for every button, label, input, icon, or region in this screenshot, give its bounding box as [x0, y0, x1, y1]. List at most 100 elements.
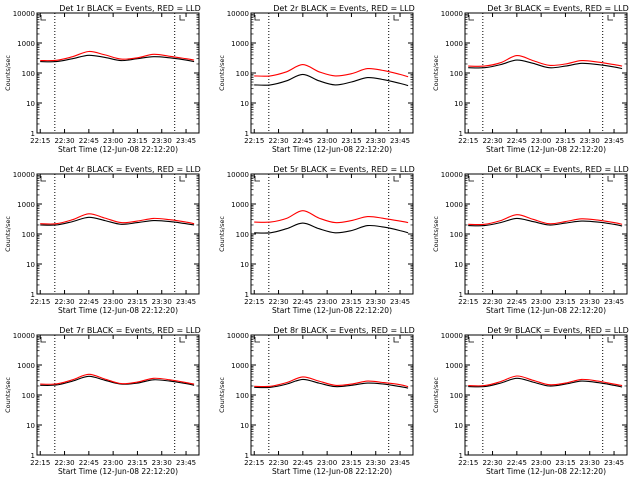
lld-series-line: [254, 210, 409, 224]
y-tick-label: 1000: [445, 201, 463, 209]
x-tick-label: 22:15: [30, 459, 50, 467]
lld-series-line: [468, 375, 623, 387]
corner-marker: [254, 337, 260, 343]
y-tick-label: 1000: [17, 362, 35, 370]
x-axis-label: Start Time (12-Jun-08 22:12:20): [58, 306, 178, 315]
chart-panel: Det 4r BLACK = Events, RED = LLD 22:15 22:…: [4, 165, 201, 315]
x-tick-label: 23:45: [176, 137, 196, 145]
corner-marker: [254, 15, 260, 21]
lld-series-line: [254, 64, 409, 78]
y-tick-label: 10000: [227, 171, 249, 179]
x-tick-label: 22:15: [30, 137, 50, 145]
x-tick-label: 22:15: [244, 137, 264, 145]
x-tick-label: 23:15: [127, 298, 147, 306]
y-tick-label: 100: [450, 392, 463, 400]
y-axis-label: Counts/sec: [218, 55, 226, 91]
lld-series-line: [468, 55, 623, 67]
x-tick-label: 23:30: [152, 137, 172, 145]
y-tick-label: 1: [31, 291, 35, 299]
x-axis-label: Start Time (12-Jun-08 22:12:20): [58, 145, 178, 154]
x-tick-label: 23:30: [152, 459, 172, 467]
x-tick-label: 23:45: [390, 459, 410, 467]
x-tick-label: 22:30: [54, 298, 74, 306]
x-tick-label: 23:45: [176, 298, 196, 306]
y-tick-label: 100: [22, 392, 35, 400]
y-tick-label: 10000: [13, 332, 35, 340]
x-tick-label: 23:00: [531, 298, 551, 306]
chart-title: Det 3r BLACK = Events, RED = LLD: [487, 4, 629, 13]
lld-series-line: [468, 214, 623, 226]
y-tick-label: 10000: [441, 171, 463, 179]
y-tick-label: 100: [22, 70, 35, 78]
chart-panel: Det 7r BLACK = Events, RED = LLD 22:15 22:…: [4, 326, 201, 476]
chart-title: Det 4r BLACK = Events, RED = LLD: [59, 165, 201, 174]
x-tick-label: 23:00: [103, 298, 123, 306]
y-tick-label: 100: [450, 231, 463, 239]
y-tick-label: 1000: [231, 40, 249, 48]
y-tick-label: 10000: [441, 332, 463, 340]
y-tick-label: 10: [454, 422, 463, 430]
x-tick-label: 23:30: [580, 137, 600, 145]
x-tick-label: 22:30: [482, 137, 502, 145]
y-tick-label: 1000: [17, 40, 35, 48]
chart-panel: Det 9r BLACK = Events, RED = LLD 22:15 22:…: [432, 326, 629, 476]
y-tick-label: 10: [240, 261, 249, 269]
x-tick-label: 23:00: [317, 137, 337, 145]
x-tick-label: 23:30: [580, 459, 600, 467]
x-tick-label: 22:15: [30, 298, 50, 306]
x-tick-label: 23:15: [555, 459, 575, 467]
y-tick-label: 1000: [231, 201, 249, 209]
x-tick-label: 22:15: [458, 137, 478, 145]
corner-marker: [179, 15, 185, 21]
corner-marker: [40, 15, 46, 21]
y-tick-label: 10000: [227, 10, 249, 18]
x-tick-label: 22:45: [507, 298, 527, 306]
y-tick-label: 10000: [13, 10, 35, 18]
corner-marker: [468, 15, 474, 21]
events-series-line: [468, 217, 623, 227]
corner-marker: [393, 176, 399, 182]
x-axis-label: Start Time (12-Jun-08 22:12:20): [272, 467, 392, 476]
x-tick-label: 22:45: [293, 298, 313, 306]
x-tick-label: 22:30: [54, 459, 74, 467]
x-axis-label: Start Time (12-Jun-08 22:12:20): [58, 467, 178, 476]
chart-title: Det 2r BLACK = Events, RED = LLD: [273, 4, 415, 13]
corner-marker: [40, 337, 46, 343]
y-tick-label: 10000: [227, 332, 249, 340]
corner-marker: [393, 337, 399, 343]
x-tick-label: 23:45: [390, 137, 410, 145]
x-tick-label: 22:30: [54, 137, 74, 145]
x-tick-label: 23:00: [103, 137, 123, 145]
y-tick-label: 1: [245, 130, 249, 138]
y-tick-label: 1000: [445, 40, 463, 48]
corner-marker: [607, 15, 613, 21]
y-tick-label: 100: [236, 392, 249, 400]
y-tick-label: 100: [450, 70, 463, 78]
chart-panel: Det 1r BLACK = Events, RED = LLD 22:15 22:…: [4, 4, 201, 154]
y-tick-label: 1000: [445, 362, 463, 370]
events-series-line: [40, 54, 195, 63]
events-series-line: [468, 377, 623, 388]
x-tick-label: 23:30: [580, 298, 600, 306]
y-tick-label: 10: [240, 422, 249, 430]
x-tick-label: 22:30: [268, 459, 288, 467]
events-series-line: [40, 216, 195, 226]
x-tick-label: 23:45: [604, 459, 624, 467]
x-tick-label: 23:30: [152, 298, 172, 306]
lld-series-line: [40, 50, 195, 62]
x-tick-label: 23:00: [103, 459, 123, 467]
x-tick-label: 22:15: [244, 298, 264, 306]
chart-panel: Det 5r BLACK = Events, RED = LLD 22:15 22:…: [218, 165, 415, 315]
x-tick-label: 22:30: [268, 137, 288, 145]
y-tick-label: 10: [26, 100, 35, 108]
events-series-line: [254, 378, 409, 389]
corner-marker: [468, 337, 474, 343]
x-axis-label: Start Time (12-Jun-08 22:12:20): [486, 306, 606, 315]
x-tick-label: 22:15: [458, 459, 478, 467]
x-tick-label: 23:45: [390, 298, 410, 306]
y-tick-label: 100: [22, 231, 35, 239]
x-tick-label: 23:00: [317, 298, 337, 306]
y-tick-label: 1: [245, 291, 249, 299]
chart-title: Det 1r BLACK = Events, RED = LLD: [59, 4, 201, 13]
x-axis-label: Start Time (12-Jun-08 22:12:20): [486, 467, 606, 476]
